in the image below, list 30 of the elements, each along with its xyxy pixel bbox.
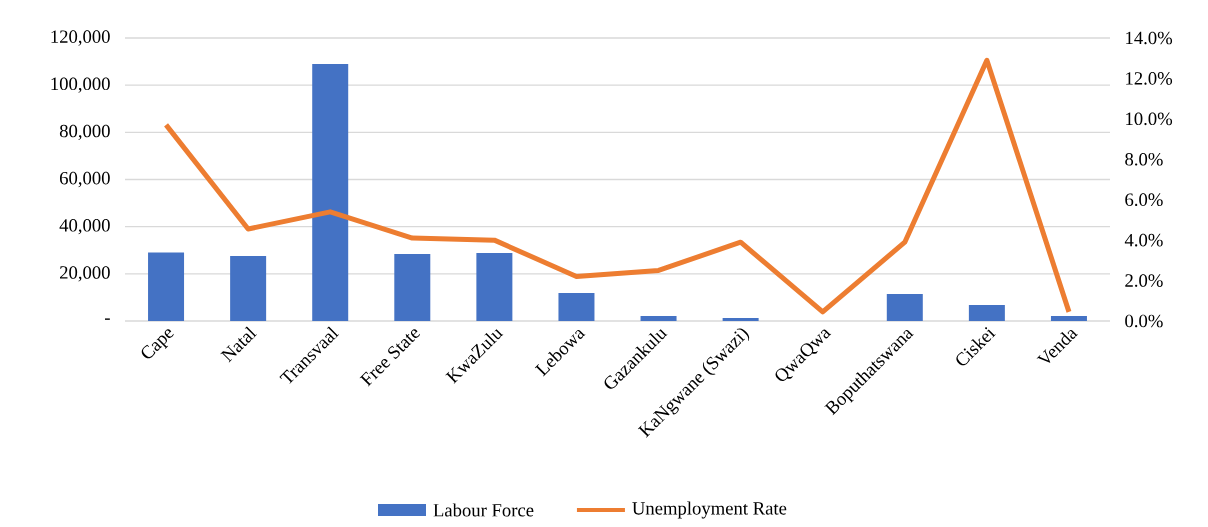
bar (722, 317, 759, 321)
y2-tick-label: 6.0% (1125, 193, 1163, 207)
y2-tick-label: 8.0% (1125, 152, 1163, 166)
legend-label: Labour Force (433, 503, 534, 517)
bar (1050, 316, 1087, 321)
bar (886, 294, 923, 321)
bar (148, 252, 185, 321)
y-tick-label: 40,000 (59, 219, 110, 235)
y-tick-label: 120,000 (51, 30, 110, 46)
y-tick-label: - (104, 318, 110, 320)
y2-tick-label: 10.0% (1126, 112, 1173, 126)
y2-tick-label: 12.0% (1126, 72, 1173, 85)
bar (558, 292, 595, 321)
y-tick-label: 80,000 (59, 124, 110, 140)
y-tick-label: 20,000 (60, 266, 110, 282)
y2-tick-label: 0.0% (1125, 314, 1163, 328)
bar (968, 304, 1005, 321)
y-tick-label: 60,000 (59, 171, 110, 188)
x-tick-label: Free State (359, 329, 420, 387)
bar (312, 63, 349, 321)
bar (640, 316, 677, 321)
y-tick-label: 100,000 (51, 77, 110, 93)
legend-label: Unemployment Rate (632, 501, 787, 519)
x-tick-label: Cape (141, 329, 174, 359)
y2-tick-label: 4.0% (1124, 233, 1163, 247)
y2-tick-label: 2.0% (1125, 274, 1163, 287)
bar (230, 255, 267, 321)
bar (476, 253, 513, 321)
y2-tick-label: 14.0% (1126, 31, 1173, 45)
bar (394, 254, 431, 321)
